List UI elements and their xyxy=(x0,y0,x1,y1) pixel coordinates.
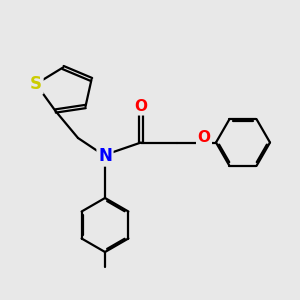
Text: S: S xyxy=(30,75,42,93)
Text: O: O xyxy=(197,130,211,145)
Text: O: O xyxy=(134,99,148,114)
Text: N: N xyxy=(98,147,112,165)
